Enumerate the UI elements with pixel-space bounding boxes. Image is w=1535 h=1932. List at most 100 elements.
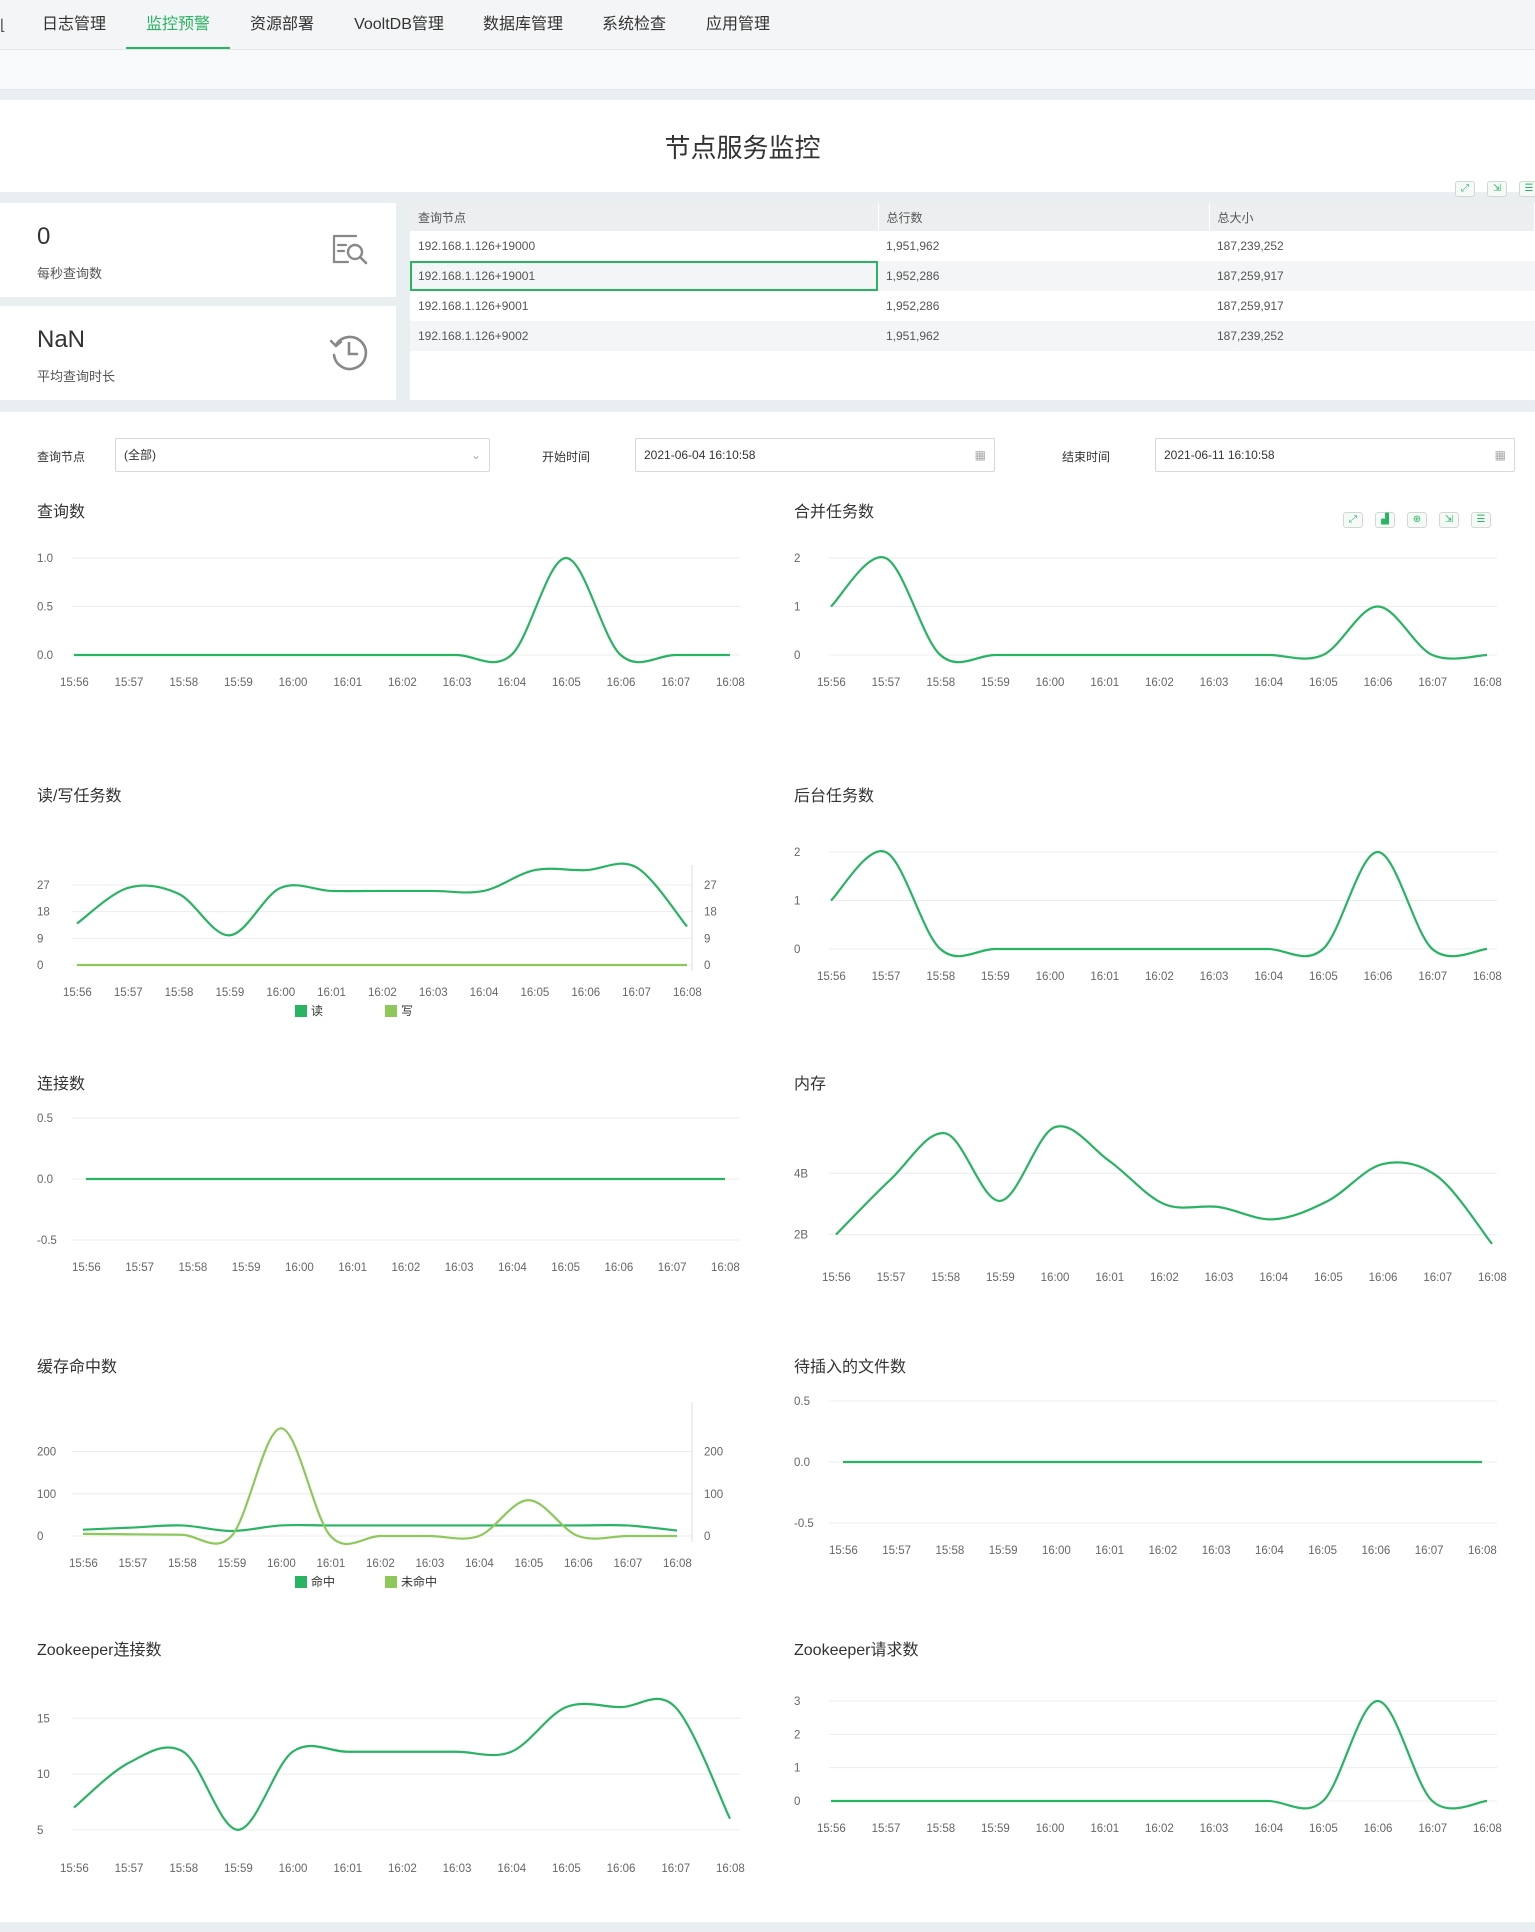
y-tick-label: 0.0 [37, 1174, 53, 1186]
chart-plot: 0.0 0.5 1.0 15:56 15:57 15:58 15:59 16:00 16:01 1… [37, 553, 745, 689]
start-time-input[interactable]: 2021-06-04 16:10:58 ▦ [635, 438, 995, 472]
x-tick-label: 15:58 [165, 987, 194, 999]
column-header-size[interactable]: 总大小 [1209, 203, 1535, 231]
table-row[interactable]: 192.168.1.126+19001 1,952,286 187,259,91… [410, 261, 1535, 291]
history-clock-icon [329, 335, 368, 371]
x-tick-label: 16:07 [658, 1262, 687, 1274]
x-tick-label: 16:02 [392, 1262, 421, 1274]
x-tick-label: 16:05 [1309, 971, 1338, 983]
page-title: 节点服务监控 [664, 133, 821, 163]
cell-node[interactable]: 192.168.1.126+9002 [410, 321, 878, 351]
table-row[interactable]: 192.168.1.126+9001 1,952,286 187,259,917 [410, 291, 1535, 321]
legend-label[interactable]: 写 [401, 1004, 413, 1018]
x-tick-label: 15:57 [872, 677, 901, 689]
x-tick-label: 16:02 [1149, 1545, 1178, 1557]
y-tick-label: 0 [794, 650, 800, 662]
tab-vooltdb-management[interactable]: VooltDB管理 [354, 16, 444, 33]
x-tick-label: 16:07 [661, 677, 690, 689]
legend-label[interactable]: 命中 [311, 1574, 335, 1589]
x-tick-label: 15:58 [926, 1823, 955, 1835]
node-filter-label: 查询节点 [37, 450, 86, 464]
series-line-1[interactable] [830, 556, 1488, 664]
chart-plot: -0.5 0.0 0.5 15:56 15:57 15:58 15:59 16:00 16:01… [37, 1113, 740, 1274]
end-time-input[interactable]: 2021-06-11 16:10:58 ▦ [1155, 438, 1515, 472]
series-line-1[interactable] [82, 1523, 678, 1533]
x-tick-label: 15:56 [817, 677, 846, 689]
list-icon[interactable]: ☰ [1471, 512, 1491, 528]
column-header-rows[interactable]: 总行数 [878, 203, 1210, 231]
cell-rows: 1,951,962 [886, 239, 940, 253]
legend-label[interactable]: 读 [311, 1004, 323, 1018]
tab-app-management[interactable]: 应用管理 [705, 16, 770, 33]
series-line-1[interactable] [835, 1125, 1493, 1245]
y-tick-label-right: 0 [704, 1531, 710, 1543]
series-line-1[interactable] [74, 556, 730, 664]
cell-node[interactable]: 192.168.1.126+9001 [418, 299, 529, 313]
list-icon[interactable]: ☰ [1519, 181, 1535, 197]
x-tick-label: 16:05 [515, 1558, 544, 1570]
chart-title: 缓存命中数 [37, 1359, 118, 1376]
export-icon[interactable]: ⇲ [1439, 512, 1459, 528]
legend-swatch [385, 1005, 397, 1017]
table-row[interactable]: 192.168.1.126+19000 1,951,962 187,239,25… [410, 231, 1535, 261]
x-tick-label: 16:08 [711, 1262, 740, 1274]
y-tick-label: 2 [794, 553, 800, 565]
zoom-icon[interactable]: ⊕ [1407, 512, 1427, 528]
y-tick-label-right: 100 [704, 1489, 723, 1501]
series-line-1[interactable] [831, 1699, 1488, 1810]
cell-node[interactable]: 192.168.1.126+19000 [418, 239, 536, 253]
x-tick-label: 16:01 [333, 1863, 362, 1875]
collapse-edge-icon[interactable]: ⌊ [0, 17, 6, 34]
x-tick-label: 16:03 [419, 987, 448, 999]
export-icon[interactable]: ⇲ [1487, 181, 1507, 197]
tab-resource-deploy[interactable]: 资源部署 [249, 16, 314, 33]
legend-swatch [295, 1576, 307, 1588]
tab-monitoring-alert[interactable]: 监控预警 [126, 0, 230, 50]
fullscreen-icon[interactable]: ⤢ [1455, 181, 1475, 197]
x-tick-label: 16:05 [1309, 677, 1338, 689]
x-tick-label: 16:06 [1362, 1545, 1391, 1557]
series-line-2[interactable] [82, 1427, 677, 1546]
chevron-down-icon: ⌄ [470, 448, 481, 462]
node-select[interactable]: (全部) ⌄ [115, 438, 490, 472]
y-tick-label: 200 [37, 1447, 56, 1459]
tab-log-management[interactable]: 日志管理 [41, 16, 106, 33]
y-tick-label: 100 [37, 1489, 56, 1501]
y-tick-label: 27 [37, 880, 50, 892]
fullscreen-icon[interactable]: ⤢ [1343, 512, 1363, 528]
x-tick-label: 16:04 [1254, 1823, 1283, 1835]
x-tick-label: 16:01 [1090, 971, 1119, 983]
x-tick-label: 16:07 [1415, 1545, 1444, 1557]
x-tick-label: 16:06 [571, 987, 600, 999]
x-tick-label: 16:05 [521, 987, 550, 999]
x-tick-label: 16:08 [716, 1863, 745, 1875]
calendar-icon[interactable]: ▦ [1494, 448, 1506, 462]
calendar-icon[interactable]: ▦ [974, 448, 986, 462]
column-header-node[interactable]: 查询节点 [410, 203, 879, 231]
x-tick-label: 15:56 [69, 1558, 98, 1570]
chart-type-icon[interactable]: ▟ [1375, 512, 1395, 528]
legend-label[interactable]: 未命中 [401, 1574, 437, 1589]
cell-rows: 1,952,286 [886, 299, 940, 313]
x-tick-label: 16:05 [1314, 1272, 1343, 1284]
tab-system-check[interactable]: 系统检查 [601, 16, 666, 33]
x-tick-label: 15:57 [115, 677, 144, 689]
x-tick-label: 16:02 [366, 1558, 395, 1570]
x-tick-label: 16:01 [1090, 677, 1119, 689]
x-tick-label: 16:01 [333, 677, 362, 689]
x-tick-label: 16:07 [1418, 677, 1447, 689]
cell-size: 187,259,917 [1217, 299, 1284, 313]
cell-size: 187,259,917 [1209, 261, 1535, 291]
x-tick-label: 16:04 [1254, 677, 1283, 689]
cell-node[interactable]: 192.168.1.126+19001 [410, 261, 878, 291]
x-tick-label: 16:04 [497, 1863, 526, 1875]
series-line-1[interactable] [830, 850, 1488, 958]
table-row[interactable]: 192.168.1.126+9002 1,951,962 187,239,252 [410, 321, 1535, 351]
x-tick-label: 16:02 [1145, 971, 1174, 983]
y-tick-label: 2B [794, 1230, 808, 1242]
series-line-1[interactable] [76, 862, 688, 937]
x-tick-label: 15:57 [115, 1863, 144, 1875]
tab-database-management[interactable]: 数据库管理 [482, 16, 563, 33]
x-tick-label: 15:57 [114, 987, 143, 999]
start-time-value: 2021-06-04 16:10:58 [644, 448, 756, 462]
